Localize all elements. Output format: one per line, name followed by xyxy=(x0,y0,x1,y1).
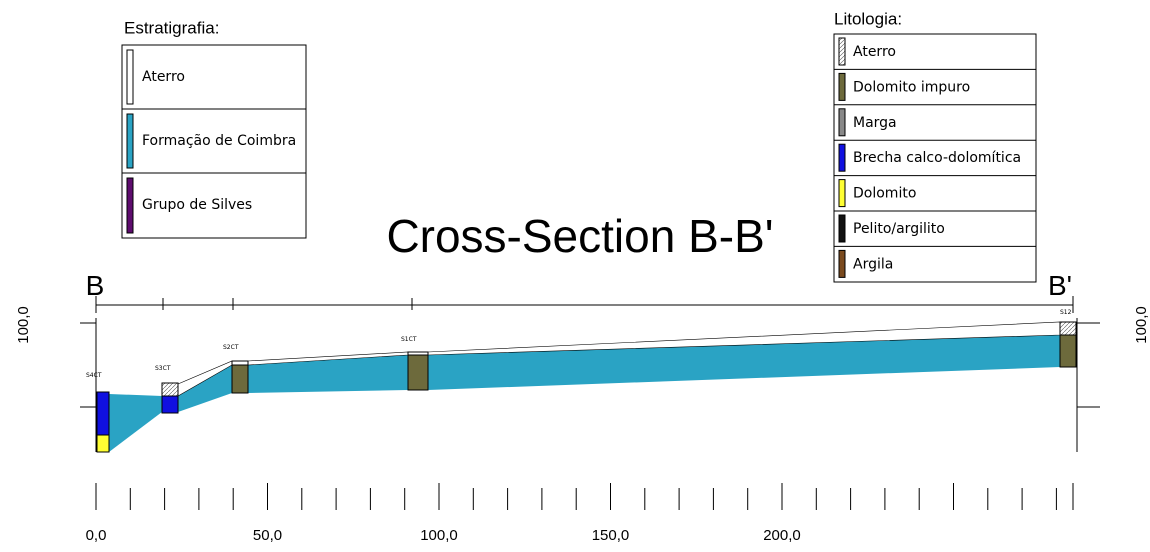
legend-label: Aterro xyxy=(142,69,185,85)
legend-label: Marga xyxy=(853,115,897,131)
section-label: B xyxy=(86,270,105,301)
legend-swatch xyxy=(838,179,846,208)
legend-swatch xyxy=(838,249,846,278)
stratigraphy-legend: Estratigrafia: Aterro Formação de Coimbr… xyxy=(121,18,307,239)
borehole-label: S2CT xyxy=(223,344,239,351)
geology: S4CT S3CT S2CT S1CT S12 xyxy=(86,309,1077,453)
legend-title: Litologia: xyxy=(834,9,902,28)
legend-swatch xyxy=(838,143,846,172)
legend-label: Dolomito impuro xyxy=(853,79,970,95)
borehole-label: S3CT xyxy=(155,365,171,372)
x-tick-label: 200,0 xyxy=(763,527,801,544)
legend-label: Dolomito xyxy=(853,186,916,202)
legend-swatch xyxy=(838,108,846,137)
borehole-label: S1CT xyxy=(401,336,417,343)
legend-swatch xyxy=(838,214,846,243)
x-tick-label: 100,0 xyxy=(420,527,458,544)
borehole-label: S4CT xyxy=(86,372,102,379)
legend-box xyxy=(833,33,1037,283)
legend-label: Argila xyxy=(853,256,893,272)
legend-label: Pelito/argilito xyxy=(853,221,945,237)
borehole-label: S12 xyxy=(1060,309,1072,316)
y-label: 100,0 xyxy=(15,306,32,344)
legend-label: Aterro xyxy=(853,44,896,60)
x-tick-label: 150,0 xyxy=(592,527,630,544)
y-label: 100,0 xyxy=(1133,306,1150,344)
title: Cross-Section B-B' xyxy=(386,210,773,262)
section-label: B' xyxy=(1048,270,1072,301)
legend-swatch xyxy=(838,72,846,101)
legend-title: Estratigrafia: xyxy=(124,18,219,37)
x-tick-label: 50,0 xyxy=(253,527,282,544)
x-tick-label: 0,0 xyxy=(86,527,107,544)
x-axis: 0,0 50,0 100,0 150,0 200,0 xyxy=(86,483,1074,544)
lithology-legend: Litologia: Aterro Dolomito impuro Marga Bre… xyxy=(833,9,1037,283)
legend-box xyxy=(121,44,307,239)
legend-label: Grupo de Silves xyxy=(142,197,252,213)
legend-label: Formação de Coimbra xyxy=(142,133,296,149)
legend-swatch xyxy=(838,37,846,66)
legend-label: Brecha calco-dolomítica xyxy=(853,150,1021,166)
